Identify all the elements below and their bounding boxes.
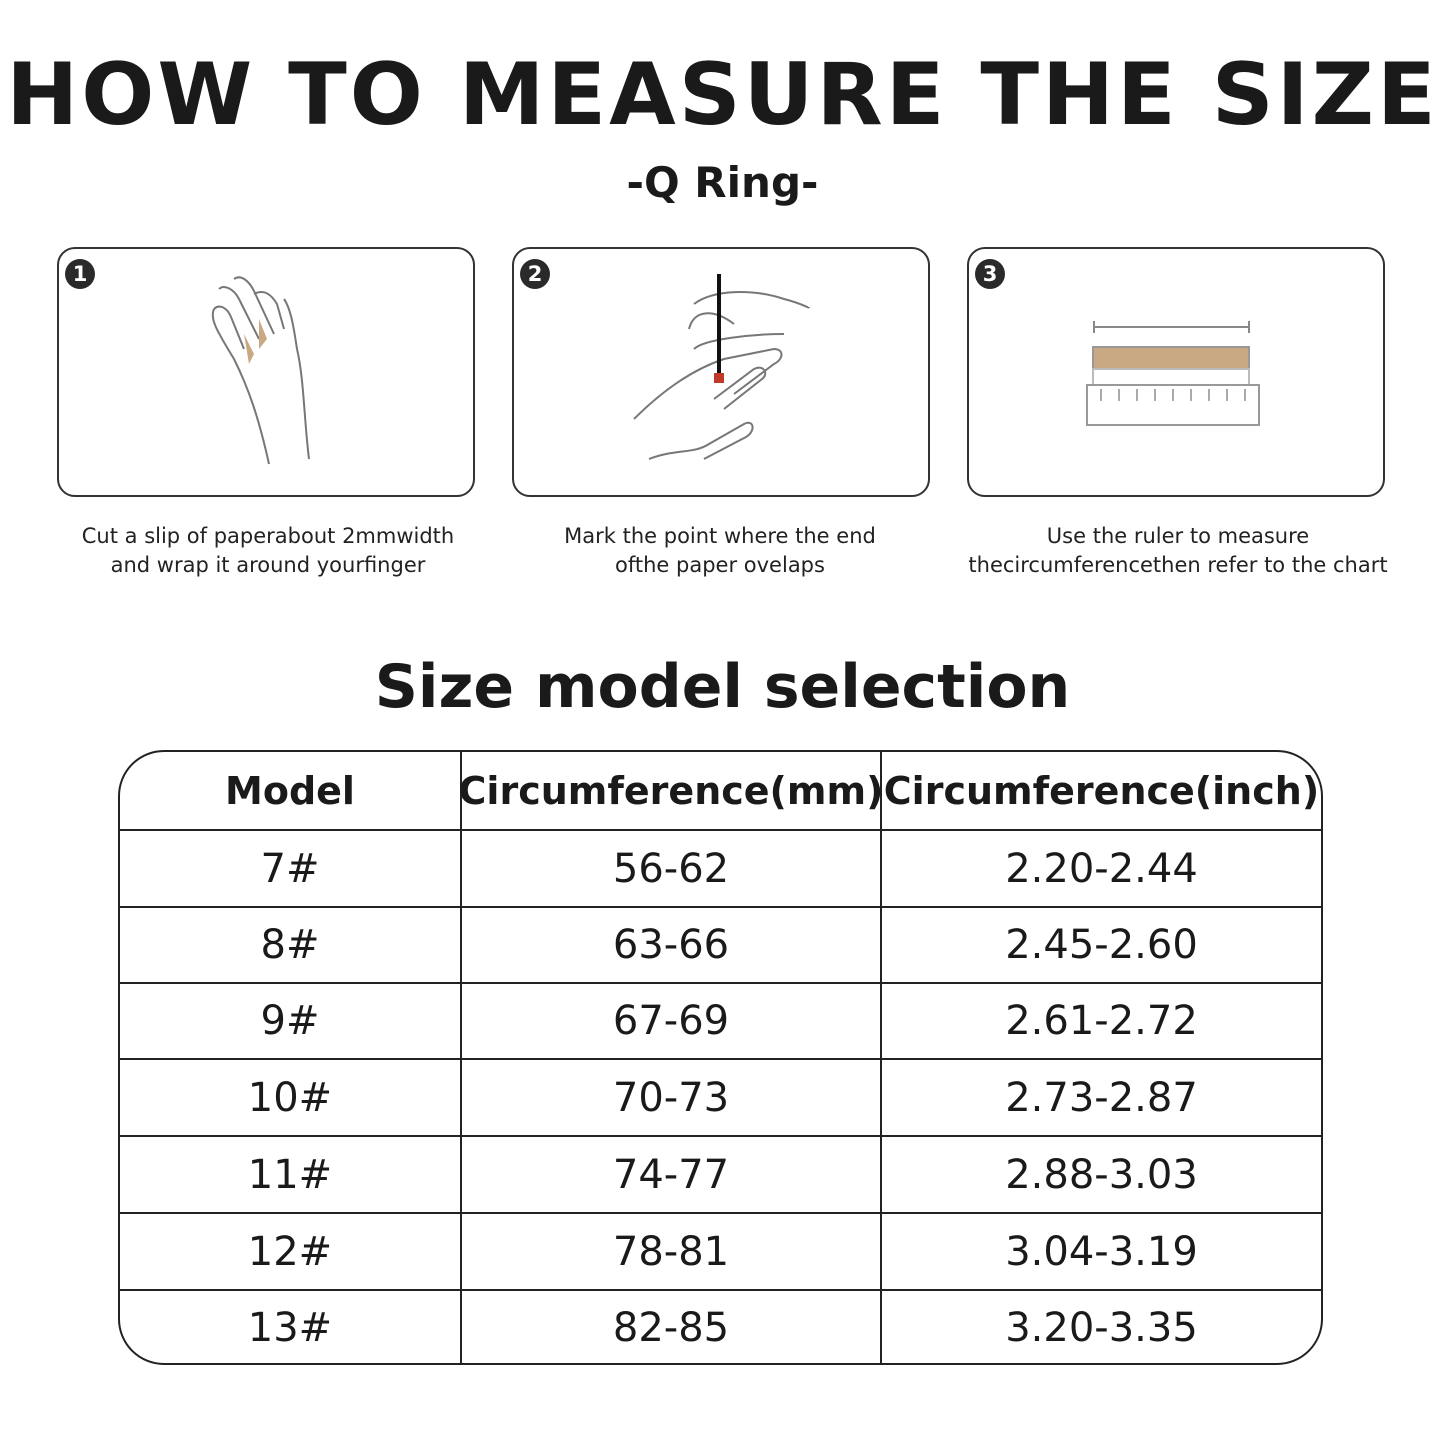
table-cell: 78-81 bbox=[462, 1214, 882, 1289]
table-cell: 12# bbox=[120, 1214, 462, 1289]
table-cell: 70-73 bbox=[462, 1060, 882, 1135]
step-1-caption: Cut a slip of paperabout 2mmwidth and wr… bbox=[33, 522, 503, 580]
table-cell: 11# bbox=[120, 1137, 462, 1212]
table-cell: 2.73-2.87 bbox=[1005, 1074, 1198, 1121]
table-cell: 67-69 bbox=[462, 984, 882, 1058]
table-row: 8# 63-66 2.45-2.60 bbox=[120, 906, 1321, 982]
table-row: 9# 67-69 2.61-2.72 bbox=[120, 982, 1321, 1058]
table-cell: 13# bbox=[120, 1291, 462, 1363]
table-row: 13# 82-85 3.20-3.35 bbox=[120, 1289, 1321, 1363]
size-table: Model Circumference(mm) Circumference(inch… bbox=[118, 750, 1323, 1365]
caption-line: thecircumferencethen refer to the chart bbox=[968, 553, 1388, 577]
section-title: Size model selection bbox=[374, 652, 1071, 722]
caption-line: Use the ruler to measure bbox=[1046, 524, 1310, 548]
step-1-card: 1 bbox=[57, 247, 475, 497]
step-2-caption: Mark the point where the end ofthe paper… bbox=[485, 522, 955, 580]
table-cell: 2.45-2.60 bbox=[1005, 922, 1198, 968]
table-cell: 3.04-3.19 bbox=[1005, 1228, 1198, 1275]
table-row: 10# 70-73 2.73-2.87 bbox=[120, 1058, 1321, 1135]
step-3-caption: Use the ruler to measure thecircumferenc… bbox=[943, 522, 1413, 580]
table-row: 12# 78-81 3.04-3.19 bbox=[120, 1212, 1321, 1289]
step-number-3: 3 bbox=[975, 259, 1005, 289]
caption-line: ofthe paper ovelaps bbox=[615, 553, 825, 577]
hand-wrap-paper-icon bbox=[211, 276, 310, 465]
table-cell: 82-85 bbox=[462, 1291, 882, 1363]
table-cell: 2.20-2.44 bbox=[1005, 845, 1198, 892]
table-cell: 8# bbox=[120, 908, 462, 982]
table-cell: 10# bbox=[120, 1060, 462, 1135]
caption-line: Mark the point where the end bbox=[564, 524, 876, 548]
caption-line: and wrap it around yourfinger bbox=[110, 553, 426, 577]
column-header: Circumference(mm) bbox=[459, 752, 883, 829]
ruler-measure-icon bbox=[1086, 321, 1260, 426]
column-header: Model bbox=[120, 752, 462, 829]
step-number-2: 2 bbox=[520, 259, 550, 289]
table-row: 11# 74-77 2.88-3.03 bbox=[120, 1135, 1321, 1212]
table-cell: 7# bbox=[120, 831, 462, 906]
hand-mark-pen-icon bbox=[633, 274, 810, 460]
table-cell: 2.61-2.72 bbox=[1005, 998, 1198, 1044]
caption-line: Cut a slip of paperabout 2mmwidth bbox=[81, 524, 455, 548]
page-subtitle: -Q Ring- bbox=[626, 158, 819, 207]
page-title: HOW TO MEASURE THE SIZE bbox=[6, 45, 1439, 145]
table-cell: 74-77 bbox=[462, 1137, 882, 1212]
table-row: 7# 56-62 2.20-2.44 bbox=[120, 829, 1321, 906]
table-cell: 2.88-3.03 bbox=[1005, 1151, 1198, 1198]
table-cell: 63-66 bbox=[462, 908, 882, 982]
table-header-row: Model Circumference(mm) Circumference(inch… bbox=[120, 752, 1321, 829]
step-2-card: 2 bbox=[512, 247, 930, 497]
step-number-1: 1 bbox=[65, 259, 95, 289]
step-3-card: 3 bbox=[967, 247, 1385, 497]
column-header: Circumference(inch) bbox=[883, 768, 1320, 813]
table-cell: 56-62 bbox=[462, 831, 882, 906]
table-cell: 3.20-3.35 bbox=[1005, 1305, 1198, 1351]
table-cell: 9# bbox=[120, 984, 462, 1058]
